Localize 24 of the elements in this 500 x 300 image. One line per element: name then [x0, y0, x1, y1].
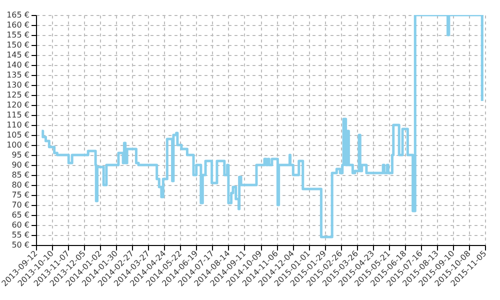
y-tick-label: 140 € — [6, 60, 30, 70]
y-tick-label: 65 € — [12, 210, 30, 220]
y-tick-label: 100 € — [6, 140, 30, 150]
y-tick-label: 135 € — [6, 70, 30, 80]
y-tick-label: 85 € — [12, 170, 30, 180]
y-tick-label: 70 € — [12, 200, 30, 210]
y-tick-label: 90 € — [12, 160, 30, 170]
y-tick-label: 50 € — [12, 240, 30, 250]
y-tick-label: 60 € — [12, 220, 30, 230]
y-tick-label: 150 € — [6, 40, 30, 50]
y-tick-label: 145 € — [6, 50, 30, 60]
y-tick-label: 155 € — [6, 30, 30, 40]
y-tick-label: 75 € — [12, 190, 30, 200]
y-tick-label: 110 € — [6, 120, 30, 130]
y-tick-label: 95 € — [12, 150, 30, 160]
y-tick-label: 80 € — [12, 180, 30, 190]
y-tick-label: 165 € — [6, 10, 30, 20]
y-tick-label: 120 € — [6, 100, 30, 110]
y-tick-label: 115 € — [6, 110, 30, 120]
y-tick-label: 160 € — [6, 20, 30, 30]
y-tick-label: 125 € — [6, 90, 30, 100]
y-tick-label: 105 € — [6, 130, 30, 140]
y-tick-label: 55 € — [12, 230, 30, 240]
y-tick-label: 130 € — [6, 80, 30, 90]
